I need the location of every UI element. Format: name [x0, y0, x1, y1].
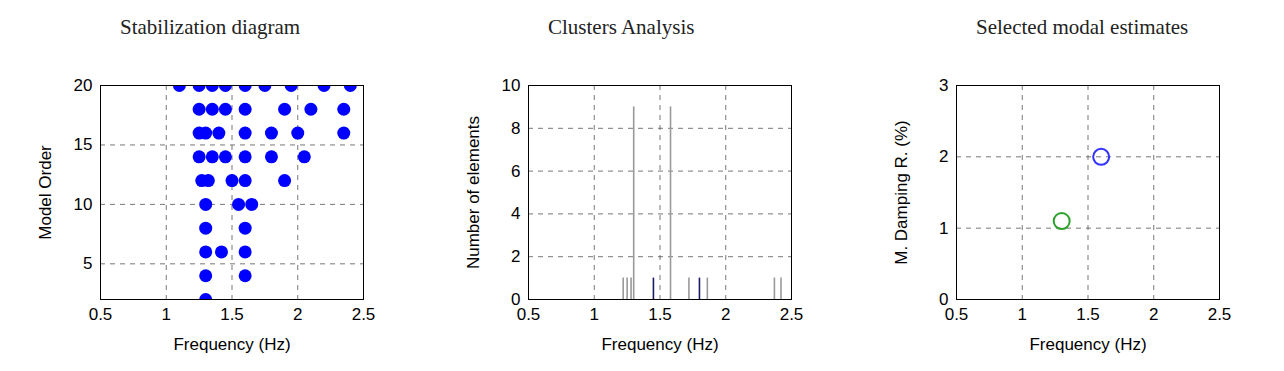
svg-text:1.5: 1.5 — [220, 305, 244, 324]
svg-text:Model Order: Model Order — [36, 145, 55, 240]
svg-text:10: 10 — [502, 76, 521, 95]
svg-text:1.5: 1.5 — [1076, 305, 1100, 324]
svg-text:1.5: 1.5 — [648, 305, 672, 324]
svg-text:2.5: 2.5 — [1208, 305, 1232, 324]
svg-text:2: 2 — [293, 305, 302, 324]
svg-text:0: 0 — [939, 289, 949, 309]
svg-text:Frequency (Hz): Frequency (Hz) — [173, 335, 290, 354]
svg-text:2: 2 — [939, 147, 948, 166]
svg-text:5: 5 — [83, 254, 92, 273]
svg-text:15: 15 — [74, 135, 93, 154]
svg-text:8: 8 — [511, 119, 520, 138]
svg-text:0.5: 0.5 — [89, 305, 113, 324]
html-text:Selected modal estimates: Selected modal estimates — [976, 15, 1189, 39]
svg-text:1: 1 — [162, 305, 171, 324]
svg-text:M. Damping R. (%): M. Damping R. (%) — [892, 120, 911, 265]
svg-text:2.5: 2.5 — [352, 305, 376, 324]
svg-text:1: 1 — [939, 219, 948, 238]
svg-text:2: 2 — [721, 305, 730, 324]
svg-text:10: 10 — [74, 195, 93, 214]
svg-text:2.5: 2.5 — [780, 305, 804, 324]
svg-text:2: 2 — [511, 247, 520, 266]
svg-text:0: 0 — [511, 289, 521, 309]
svg-text:1: 1 — [1018, 305, 1027, 324]
svg-text:Number of elements: Number of elements — [464, 116, 483, 269]
svg-text:Frequency (Hz): Frequency (Hz) — [601, 335, 718, 354]
svg-text:2: 2 — [1149, 305, 1158, 324]
html-text:Stabilization diagram: Stabilization diagram — [120, 15, 301, 39]
svg-text:1: 1 — [590, 305, 599, 324]
svg-text:Frequency (Hz): Frequency (Hz) — [1029, 335, 1146, 354]
svg-text:0.5: 0.5 — [945, 305, 969, 324]
svg-text:4: 4 — [511, 204, 520, 223]
svg-text:20: 20 — [74, 76, 93, 95]
svg-text:6: 6 — [511, 162, 520, 181]
svg-text:3: 3 — [939, 76, 948, 95]
html-text:Clusters Analysis: Clusters Analysis — [548, 15, 695, 39]
svg-text:0.5: 0.5 — [517, 305, 541, 324]
